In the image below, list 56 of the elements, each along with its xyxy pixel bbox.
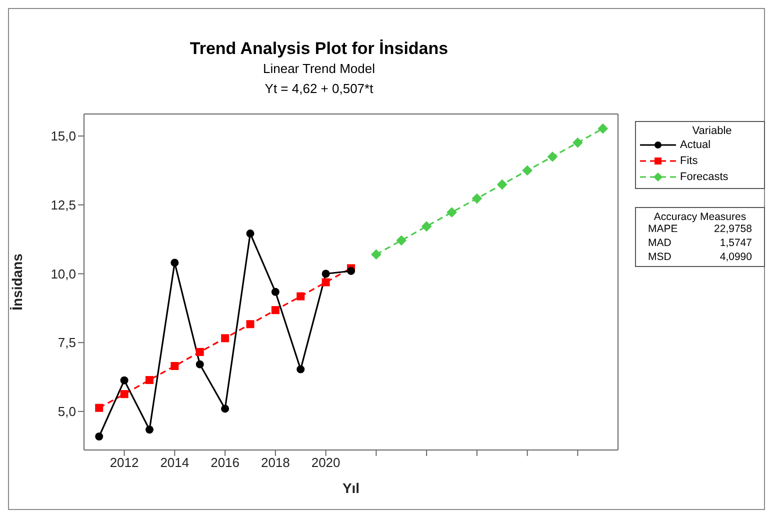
legend-label: Actual <box>680 139 711 151</box>
point <box>472 193 482 204</box>
point <box>196 360 204 368</box>
point <box>145 376 154 384</box>
y-tick-label: 5,0 <box>58 404 76 420</box>
text: MSD <box>647 251 672 263</box>
point <box>221 334 230 342</box>
point <box>246 320 254 328</box>
point <box>296 365 305 374</box>
point <box>170 258 179 267</box>
chart-title: Trend Analysis Plot for İnsidans <box>188 39 450 59</box>
x-tick-label: 2014 <box>160 455 190 470</box>
text: MAPE <box>647 223 679 235</box>
point <box>170 362 179 370</box>
point <box>370 249 382 260</box>
point <box>547 151 558 162</box>
y-tick-label: 15,0 <box>50 128 76 144</box>
legend-label: Fits <box>680 155 698 167</box>
y-tick-label: 12,5 <box>50 198 76 212</box>
chart-subtitle: Linear Trend Model Yt = 4,62 + 0,507*t <box>262 60 376 98</box>
point <box>421 221 432 232</box>
point <box>572 137 583 148</box>
point <box>347 266 355 275</box>
point <box>95 404 104 412</box>
point <box>221 404 230 413</box>
point <box>396 235 407 246</box>
x-tick-label: 2018 <box>260 455 290 470</box>
point <box>598 123 608 134</box>
point <box>271 306 280 314</box>
point <box>322 270 330 278</box>
point <box>196 348 204 356</box>
x-tick-label: 2020 <box>311 455 340 470</box>
text: 4,0990 <box>718 251 753 263</box>
point <box>522 165 533 176</box>
y-tick-label: 7,5 <box>58 335 76 350</box>
y-tick-label: 10,0 <box>50 266 76 282</box>
legend-title: Variable <box>691 125 733 137</box>
legend-label: Forecasts <box>680 171 728 183</box>
point <box>120 376 128 384</box>
point <box>322 278 330 286</box>
point <box>120 390 128 398</box>
x-tick-label: 2016 <box>210 455 240 470</box>
point <box>296 292 305 300</box>
text: Accuracy Measures <box>652 211 748 223</box>
point <box>271 288 280 296</box>
y-axis-title: İnsidans <box>8 253 25 310</box>
text: MAD <box>647 237 672 249</box>
point <box>95 432 104 441</box>
x-axis-title: Yıl <box>342 480 360 496</box>
point <box>496 179 508 190</box>
point <box>446 207 457 218</box>
point <box>145 426 154 434</box>
x-tick-label: 2012 <box>110 455 139 470</box>
point <box>246 230 254 238</box>
text: 1,5747 <box>718 237 753 249</box>
text: 22,9758 <box>713 223 753 235</box>
